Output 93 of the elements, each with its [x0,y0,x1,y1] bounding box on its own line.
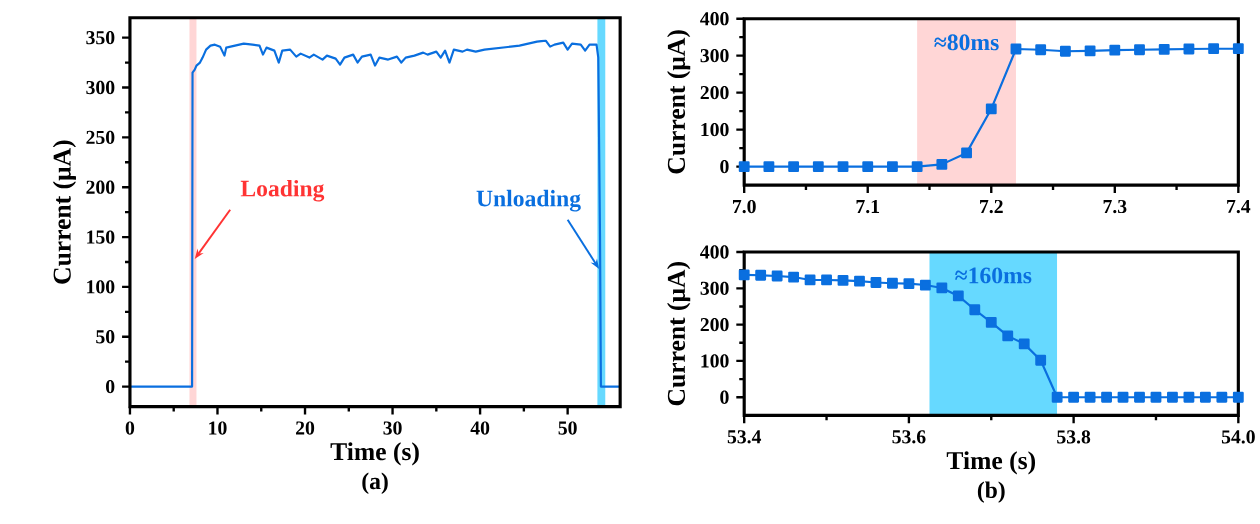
x-tick-label: 20 [296,421,315,435]
y-tick-label: 0 [106,380,115,394]
x-tick-label: 10 [209,421,227,435]
point [1059,45,1071,57]
point [1117,391,1129,403]
point [1035,354,1047,366]
point [1150,391,1162,403]
y-tick-label: 0 [720,160,729,174]
y-tick-label: 100 [701,123,729,137]
point [1199,391,1211,403]
x-tick-label: 7.1 [856,200,880,214]
point [985,317,997,329]
point [969,304,981,316]
point [1035,44,1047,56]
point [1183,391,1195,403]
point [952,290,964,302]
point [837,275,849,286]
x-axis-title: Time (s) [946,451,1036,475]
point [1216,391,1228,403]
y-axis-title: Current (μA) [52,140,76,284]
x-axis-title: Time (s) [330,442,419,466]
band-label: ≈160ms [955,267,1032,284]
x-tick-label: 0 [125,421,135,435]
point [788,271,800,283]
point [1208,43,1220,55]
point [1109,44,1121,56]
x-tick-label: 7.4 [1227,200,1251,214]
x-tick-label: 53.8 [1057,430,1091,444]
x-tick-label: 40 [470,421,490,435]
point [1158,44,1170,55]
point [887,161,898,173]
x-tick-label: 7.3 [1103,200,1127,214]
y-tick-label: 200 [700,318,729,332]
point [936,159,948,170]
point [821,274,832,286]
point [911,161,923,173]
point [936,282,948,294]
point [985,103,997,115]
point [1167,391,1178,403]
point [788,161,800,173]
y-tick-label: 100 [87,280,115,294]
point [1101,391,1112,403]
y-tick-label: 200 [86,180,115,194]
point [763,161,775,173]
point [738,269,750,281]
point [887,277,898,289]
y-tick-label: 300 [700,49,729,63]
x-tick-label: 7.0 [733,200,756,214]
y-tick-label: 100 [701,354,729,368]
point [1084,391,1096,403]
y-tick-label: 400 [700,245,729,259]
point [1134,391,1145,403]
point [738,161,750,173]
point [961,147,972,159]
text: (a) [362,472,388,495]
band-label: ≈80ms [934,34,999,51]
point [919,279,931,291]
x-tick-label: 7.2 [980,200,1003,214]
y-tick-label: 350 [86,31,115,45]
x-tick-label: 53.6 [892,430,926,444]
point [771,270,783,282]
point [1232,43,1244,55]
y-tick-label: 400 [700,12,729,26]
point [854,275,865,287]
x-tick-label: 54.0 [1221,430,1255,444]
y-axis-title: Current (μA) [667,262,691,406]
x-tick-label: 30 [383,421,402,435]
annotation: Unloading [476,190,581,212]
y-tick-label: 250 [86,130,115,145]
point [862,161,874,173]
annotation: Loading [240,180,325,202]
y-tick-label: 150 [87,230,115,244]
point [1084,45,1096,57]
point [1018,338,1030,350]
y-tick-label: 300 [700,281,729,296]
point [1232,391,1244,403]
x-tick-label: 53.4 [727,430,762,444]
point [1002,330,1014,342]
point [1068,391,1080,403]
y-tick-label: 50 [96,330,115,344]
x-tick-label: 50 [558,421,577,435]
point [837,161,849,173]
y-axis-title: Current (μA) [667,30,691,174]
y-tick-label: 300 [86,81,115,95]
text: (b) [977,481,1005,504]
point [812,161,824,173]
point [870,277,882,289]
point [903,278,915,290]
y-tick-label: 0 [720,390,729,405]
y-tick-label: 200 [700,86,729,100]
point [1051,391,1063,403]
point [1134,44,1145,56]
point [755,269,767,281]
